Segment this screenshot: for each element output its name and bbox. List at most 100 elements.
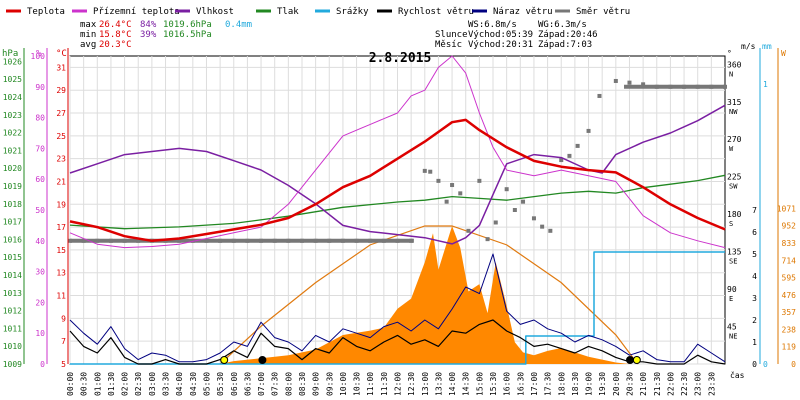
tick-label-temp: 11 xyxy=(56,292,66,301)
stat-max-rain: 0.4mm xyxy=(225,20,252,30)
chart-title: 2.8.2015 xyxy=(369,51,432,66)
stat-min-hum: 39% xyxy=(140,30,157,40)
tick-label-pct: 30 xyxy=(35,268,45,277)
tick-label-hpa: 1013 xyxy=(3,289,22,298)
tick-label-x: 01:00 xyxy=(93,372,102,396)
tick-label-mm: 0 xyxy=(763,360,768,369)
tick-label-x: 12:00 xyxy=(394,372,403,396)
stat-max-press: 1019.6hPa xyxy=(163,20,212,30)
tick-label-temp: 9 xyxy=(61,314,66,323)
tick-label-hpa: 1020 xyxy=(3,164,22,173)
tick-label-hpa: 1009 xyxy=(3,360,22,369)
tick-label-x: 08:30 xyxy=(298,372,307,396)
wind-direction-point xyxy=(521,199,526,204)
tick-label-hpa: 1024 xyxy=(3,93,22,102)
tick-label-temp: 15 xyxy=(56,246,66,255)
tick-label-dir-compass: NE xyxy=(729,333,737,341)
tick-label-x: 16:00 xyxy=(503,372,512,396)
tick-label-x: 21:30 xyxy=(653,372,662,396)
tick-label-dir: 135 xyxy=(727,248,742,257)
tick-label-x: 23:30 xyxy=(707,372,716,396)
tick-label-watt: 952 xyxy=(782,222,797,231)
moon-label: Měsíc xyxy=(435,40,462,50)
tick-label-pct: 60 xyxy=(35,175,45,184)
wind-direction-point xyxy=(597,93,602,98)
tick-label-x: 14:00 xyxy=(448,372,457,396)
tick-label-dir: 270 xyxy=(727,135,742,144)
moon-rise: Východ:20:31 xyxy=(468,40,533,50)
tick-label-dir-compass: N xyxy=(729,70,733,78)
moon-marker-icon xyxy=(258,356,267,364)
tick-label-hpa: 1015 xyxy=(3,253,22,262)
axis-label-mm: mm xyxy=(762,42,772,51)
tick-label-x: 21:00 xyxy=(639,372,648,396)
tick-label-dir: 315 xyxy=(727,98,742,107)
wind-direction-point xyxy=(548,228,553,233)
wind-direction-point xyxy=(450,183,455,188)
wind-direction-point xyxy=(575,143,580,148)
tick-label-hpa: 1019 xyxy=(3,182,22,191)
tick-label-dir-compass: NW xyxy=(729,108,738,116)
tick-label-dir-compass: S xyxy=(729,220,733,228)
tick-label-dir-compass: SE xyxy=(729,258,737,266)
stat-max-temp: 26.4°C xyxy=(99,20,132,30)
wind-direction-point xyxy=(641,82,646,87)
moon-set: Západ:7:03 xyxy=(538,40,592,50)
tick-label-x: 17:00 xyxy=(530,372,539,396)
humidity-series-line xyxy=(69,104,726,245)
tick-label-x: 02:30 xyxy=(134,372,143,396)
tick-label-pct: 40 xyxy=(35,237,45,246)
tick-label-pct: 0 xyxy=(40,360,45,369)
tick-label-watt: 833 xyxy=(782,239,797,248)
tick-label-x: 20:30 xyxy=(625,372,634,396)
axis-label-x: čas xyxy=(730,370,745,380)
tick-label-hpa: 1014 xyxy=(3,271,22,280)
stat-max-label: max xyxy=(80,20,97,30)
tick-label-pct: 50 xyxy=(35,206,45,215)
tick-label-x: 14:30 xyxy=(462,372,471,396)
chart-legend: Teplota Přízemní teplota Vlhkost Tlak Srážky… xyxy=(6,7,630,17)
tick-label-x: 09:00 xyxy=(312,372,321,396)
sun-moon-markers xyxy=(220,356,641,364)
tick-label-x: 00:30 xyxy=(80,372,89,396)
tick-label-pct: 70 xyxy=(35,144,45,153)
tick-label-x: 11:30 xyxy=(380,372,389,396)
tick-label-watt: 357 xyxy=(782,308,797,317)
tick-label-pct: 10 xyxy=(35,329,45,338)
solar-radiation-series xyxy=(70,225,725,365)
tick-label-x: 05:30 xyxy=(216,372,225,396)
legend-label: Přízemní teplota xyxy=(93,7,180,17)
tick-label-temp: 25 xyxy=(56,132,66,141)
tick-label-x: 05:00 xyxy=(202,372,211,396)
tick-label-dir-compass: W xyxy=(729,145,734,153)
wind-direction-point xyxy=(613,78,618,83)
legend-label: Teplota xyxy=(27,7,65,17)
ground-temperature-series-line xyxy=(69,55,726,249)
wind-direction-point xyxy=(485,237,490,242)
tick-label-x: 15:00 xyxy=(475,372,484,396)
tick-label-x: 22:30 xyxy=(680,372,689,396)
tick-label-dir: 225 xyxy=(727,173,742,182)
tick-label-hpa: 1021 xyxy=(3,146,22,155)
tick-label-temp: 23 xyxy=(56,155,66,164)
tick-label-x: 07:00 xyxy=(257,372,266,396)
tick-label-ms: 2 xyxy=(752,316,757,325)
tick-label-x: 20:00 xyxy=(612,372,621,396)
tick-label-x: 22:00 xyxy=(666,372,675,396)
tick-label-temp: 17 xyxy=(56,223,66,232)
tick-label-x: 06:30 xyxy=(243,372,252,396)
sun-label: Slunce xyxy=(435,30,468,40)
wind-direction-point xyxy=(428,169,433,174)
stat-min-label: min xyxy=(80,30,96,40)
legend-label: Vlhkost xyxy=(196,7,234,17)
axis-label-watt: W xyxy=(781,49,786,58)
tick-label-watt: 476 xyxy=(782,291,797,300)
tick-label-x: 15:30 xyxy=(489,372,498,396)
tick-label-x: 04:00 xyxy=(175,372,184,396)
tick-label-ms: 0 xyxy=(752,360,757,369)
tick-label-x: 13:30 xyxy=(434,372,443,396)
tick-label-x: 16:30 xyxy=(516,372,525,396)
stat-avg-temp: 20.3°C xyxy=(99,40,132,50)
stat-min-press: 1016.5hPa xyxy=(163,30,212,40)
tick-label-x: 08:00 xyxy=(284,372,293,396)
